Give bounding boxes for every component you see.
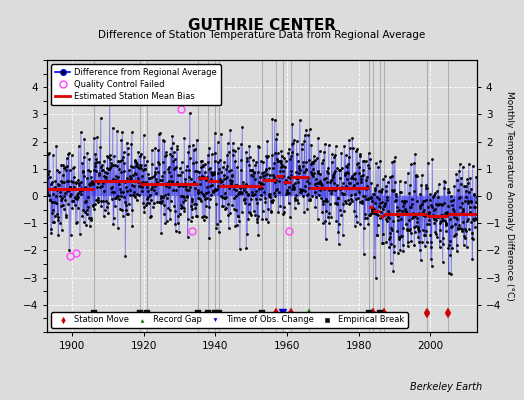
Y-axis label: Monthly Temperature Anomaly Difference (°C): Monthly Temperature Anomaly Difference (… xyxy=(506,91,515,301)
Text: Berkeley Earth: Berkeley Earth xyxy=(410,382,482,392)
Legend: Station Move, Record Gap, Time of Obs. Change, Empirical Break: Station Move, Record Gap, Time of Obs. C… xyxy=(51,312,408,328)
Text: Difference of Station Temperature Data from Regional Average: Difference of Station Temperature Data f… xyxy=(99,30,425,40)
Text: GUTHRIE CENTER: GUTHRIE CENTER xyxy=(188,18,336,33)
